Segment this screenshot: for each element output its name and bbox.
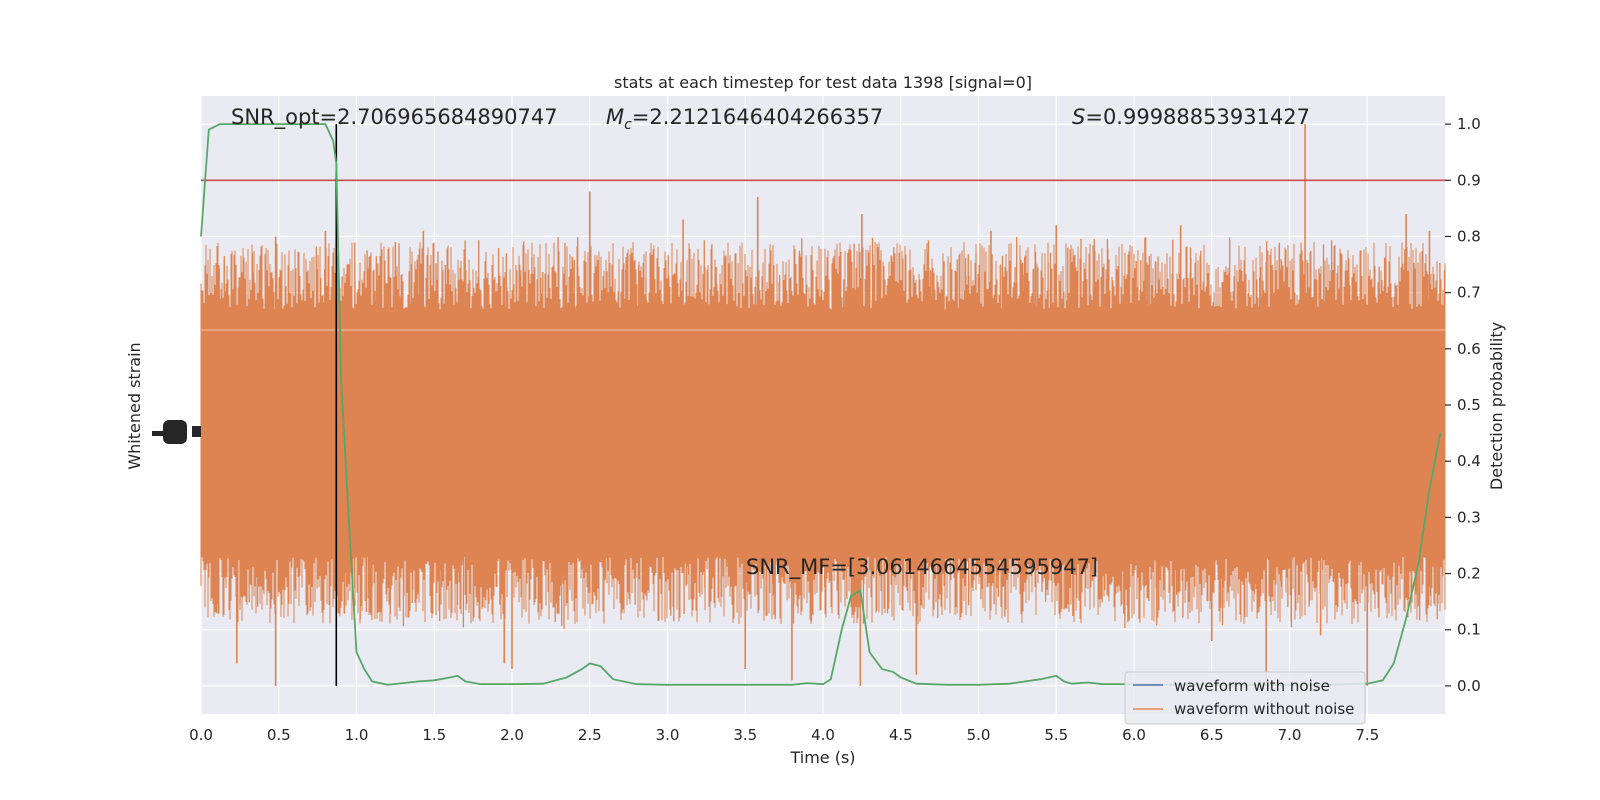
waveform-dense-core — [201, 348, 1445, 518]
s-symbol: S — [1072, 105, 1085, 129]
y-tick-label: 0.2 — [1457, 565, 1481, 583]
x-tick-label: 1.0 — [345, 726, 369, 744]
snr-mf-annotation: SNR_MF=[3.0614664554595947] — [746, 555, 1098, 580]
x-tick-label: 2.5 — [578, 726, 602, 744]
x-tick-label: 4.0 — [811, 726, 835, 744]
x-tick-label: 3.0 — [656, 726, 680, 744]
x-tick-label: 7.0 — [1278, 726, 1302, 744]
y-tick-label: 0.0 — [1457, 677, 1481, 695]
y-tick-label: 0.8 — [1457, 227, 1481, 245]
legend-label-with-noise: waveform with noise — [1174, 677, 1330, 695]
legend-box — [1124, 671, 1366, 725]
x-tick-label: 5.5 — [1044, 726, 1068, 744]
strain-layer — [200, 124, 1446, 686]
s-value: =0.99988853931427 — [1085, 105, 1310, 129]
x-axis-label: Time (s) — [789, 748, 855, 767]
chirp-mass-symbol: M — [606, 105, 624, 129]
x-tick-label: 7.5 — [1355, 726, 1379, 744]
x-tick-label: 5.0 — [967, 726, 991, 744]
y-tick-label: 0.6 — [1457, 340, 1481, 358]
y-tick-label: 1.0 — [1457, 115, 1481, 133]
y-tick-label: 0.9 — [1457, 171, 1481, 189]
x-tick-label: 6.0 — [1122, 726, 1146, 744]
chart-title: stats at each timestep for test data 139… — [614, 73, 1032, 92]
x-tick-label: 4.5 — [889, 726, 913, 744]
waveform-spikes — [215, 237, 1446, 629]
y-tick-label: 0.1 — [1457, 621, 1481, 639]
legend: waveform with noise waveform without noi… — [1124, 671, 1366, 725]
snr-opt-annotation: SNR_opt=2.706965684890747 — [231, 105, 558, 130]
x-tick-label: 3.5 — [733, 726, 757, 744]
x-axis-ticks: 0.0 0.5 1.0 1.5 2.0 2.5 3.0 3.5 4.0 4.5 5.0 5.5 6.0 6… — [189, 726, 1379, 744]
left-axis-overlapped-ticks — [152, 420, 201, 444]
right-axis-ticks: 0.0 0.1 0.2 0.3 0.4 0.5 0.6 0.7 0.8 0.9 1.0 — [1445, 115, 1481, 695]
chirp-mass-annotation: Mc=2.2121646404266357 — [606, 105, 883, 133]
y-tick-label: 0.7 — [1457, 284, 1481, 302]
x-tick-label: 1.5 — [422, 726, 446, 744]
chirp-mass-value: =2.2121646404266357 — [632, 105, 883, 129]
y-tick-label: 0.4 — [1457, 452, 1481, 470]
y-tick-label: 0.3 — [1457, 508, 1481, 526]
right-axis-label: Detection probability — [1487, 322, 1506, 490]
left-axis-label: Whitened strain — [125, 342, 144, 469]
chirp-mass-subscript: c — [624, 117, 632, 133]
y-tick-label: 0.5 — [1457, 396, 1481, 414]
x-tick-label: 0.0 — [189, 726, 213, 744]
legend-label-without-noise: waveform without noise — [1174, 700, 1354, 718]
s-annotation: S=0.99988853931427 — [1072, 105, 1310, 129]
x-tick-label: 2.0 — [500, 726, 524, 744]
x-tick-label: 6.5 — [1200, 726, 1224, 744]
x-tick-label: 0.5 — [267, 726, 291, 744]
